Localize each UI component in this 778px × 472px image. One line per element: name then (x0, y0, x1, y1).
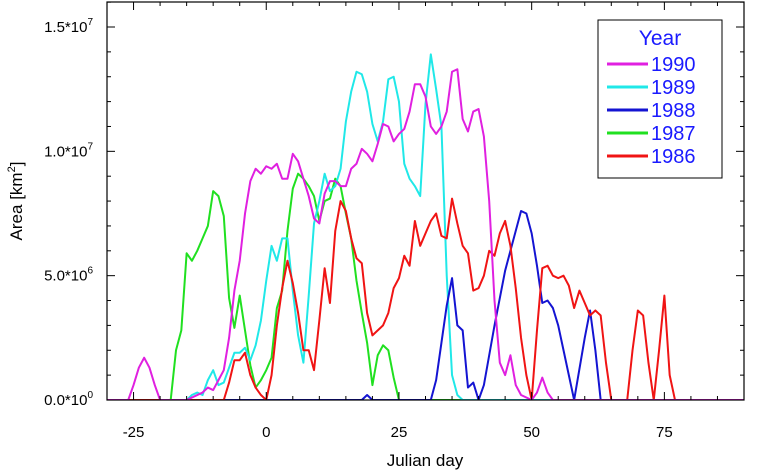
y-tick-label: 1.0*107 (44, 141, 93, 160)
x-tick-label: 75 (656, 424, 673, 441)
series-line-1986 (107, 197, 744, 400)
y-axis-title: Area [km2] (6, 162, 26, 241)
series-line-1987 (107, 172, 744, 400)
legend-label-1986: 1986 (651, 146, 696, 168)
x-axis-title: Julian day (387, 451, 464, 470)
legend-box (597, 19, 723, 179)
legend-title: Year (639, 27, 681, 50)
y-tick-label: 5.0*106 (44, 266, 93, 285)
legend-label-1988: 1988 (651, 100, 696, 122)
plot-lines (107, 53, 744, 400)
series-line-1990 (107, 68, 744, 400)
legend-label-1990: 1990 (651, 54, 696, 76)
x-tick-label: 0 (262, 424, 270, 441)
x-tick-label: 50 (523, 424, 540, 441)
y-axis: 0.0*100 5.0*106 1.0*107 1.5*107 (44, 1, 744, 409)
y-tick-label: 0.0*100 (44, 390, 93, 409)
y-tick-label: 1.5*107 (44, 17, 93, 36)
legend-label-1989: 1989 (651, 77, 696, 99)
series-line-1989 (107, 53, 744, 400)
x-tick-label: -25 (123, 424, 145, 441)
x-axis: -25 0 25 50 75 (106, 2, 745, 441)
x-tick-label: 25 (391, 424, 408, 441)
legend-label-1987: 1987 (651, 123, 696, 145)
series-line-1988 (107, 210, 744, 400)
